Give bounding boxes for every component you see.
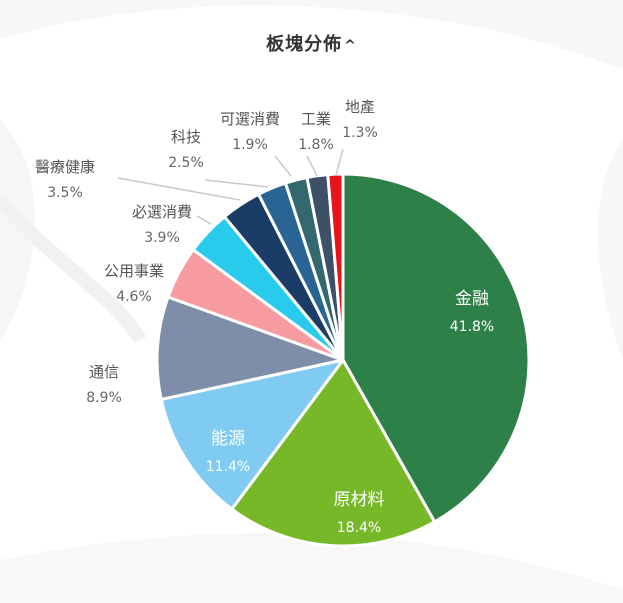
slice-value-3: 8.9% (86, 390, 122, 406)
slice-label-4: 公用事業 (104, 262, 164, 280)
leader-line-5 (196, 215, 212, 225)
slice-value-6: 3.5% (47, 185, 83, 201)
slice-value-8: 1.9% (232, 137, 268, 153)
slice-value-7: 2.5% (168, 155, 204, 171)
slice-label-1: 原材料 (334, 490, 385, 510)
leader-line-6 (117, 177, 241, 201)
slice-label-5: 必選消費 (132, 203, 192, 221)
slice-value-5: 3.9% (144, 230, 180, 246)
slice-value-1: 18.4% (337, 520, 381, 536)
pie-slice-3[interactable] (155, 295, 345, 401)
slice-label-8: 可選消費 (220, 110, 280, 128)
slice-label-0: 金融 (455, 289, 489, 309)
slice-label-10: 地產 (345, 98, 375, 116)
slice-label-9: 工業 (301, 110, 331, 128)
pie-slice-0[interactable] (341, 172, 531, 524)
leader-line-10 (335, 148, 344, 176)
slice-value-2: 11.4% (206, 459, 250, 475)
slice-label-7: 科技 (171, 128, 201, 146)
pie-slice-1[interactable] (230, 358, 437, 548)
slice-value-10: 1.3% (342, 125, 378, 141)
leader-line-7 (204, 179, 269, 188)
leader-line-8 (274, 155, 292, 177)
slice-label-2: 能源 (211, 429, 245, 449)
chart-title[interactable]: 板塊分佈 ^ (266, 30, 357, 56)
slice-label-6: 醫療健康 (35, 158, 95, 176)
chart-title-text: 板塊分佈 (266, 34, 343, 55)
slice-value-4: 4.6% (116, 289, 152, 305)
caret-up-icon: ^ (344, 38, 357, 54)
slice-value-9: 1.8% (298, 137, 334, 153)
pie-slice-10[interactable] (326, 172, 345, 362)
slice-value-0: 41.8% (450, 319, 494, 335)
slice-label-3: 通信 (89, 363, 119, 381)
leader-line-9 (306, 155, 318, 177)
pie-slice-2[interactable] (159, 358, 345, 511)
